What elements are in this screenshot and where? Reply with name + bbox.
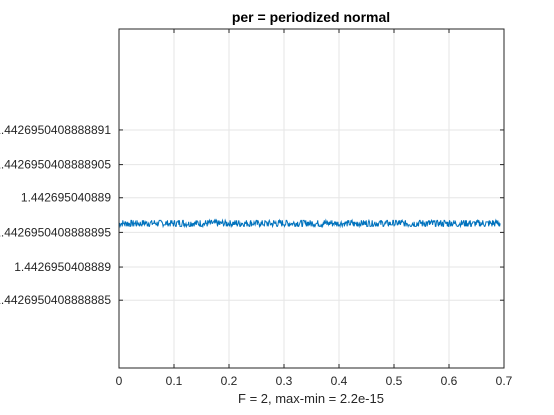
- x-tick-label: 0.3: [276, 374, 293, 388]
- x-ticks: 0 0.1 0.2 0.3 0.4 0.5 0.6 0.7: [116, 29, 513, 388]
- series-line: [119, 218, 501, 229]
- x-tick-label: 0.5: [386, 374, 403, 388]
- y-tick-label: 1.4426950408888905: [0, 158, 111, 172]
- x-axis-label: F = 2, max-min = 2.2e-15: [238, 391, 384, 406]
- x-tick-label: 0.6: [441, 374, 458, 388]
- y-tick-label: 1.4426950408888885: [0, 293, 111, 307]
- x-tick-label: 0: [116, 374, 123, 388]
- x-tick-label: 0.2: [221, 374, 238, 388]
- grid-lines: [118, 29, 505, 368]
- chart-title: per = periodized normal: [232, 9, 390, 25]
- x-tick-label: 0.4: [331, 374, 348, 388]
- y-ticks: 1.4426950408888885 1.4426950408889 1.44269…: [0, 123, 504, 307]
- x-tick-label: 0.1: [166, 374, 183, 388]
- x-tick-label: 0.7: [496, 374, 513, 388]
- plot-area: [118, 28, 505, 369]
- y-tick-label: 1.4426950408889: [14, 260, 111, 274]
- data-series: [119, 218, 501, 229]
- y-tick-label: 1.4426950408888891: [0, 123, 111, 137]
- y-tick-label: 1.4426950408888895: [0, 225, 111, 239]
- y-tick-label: 1.442695040889: [21, 191, 111, 205]
